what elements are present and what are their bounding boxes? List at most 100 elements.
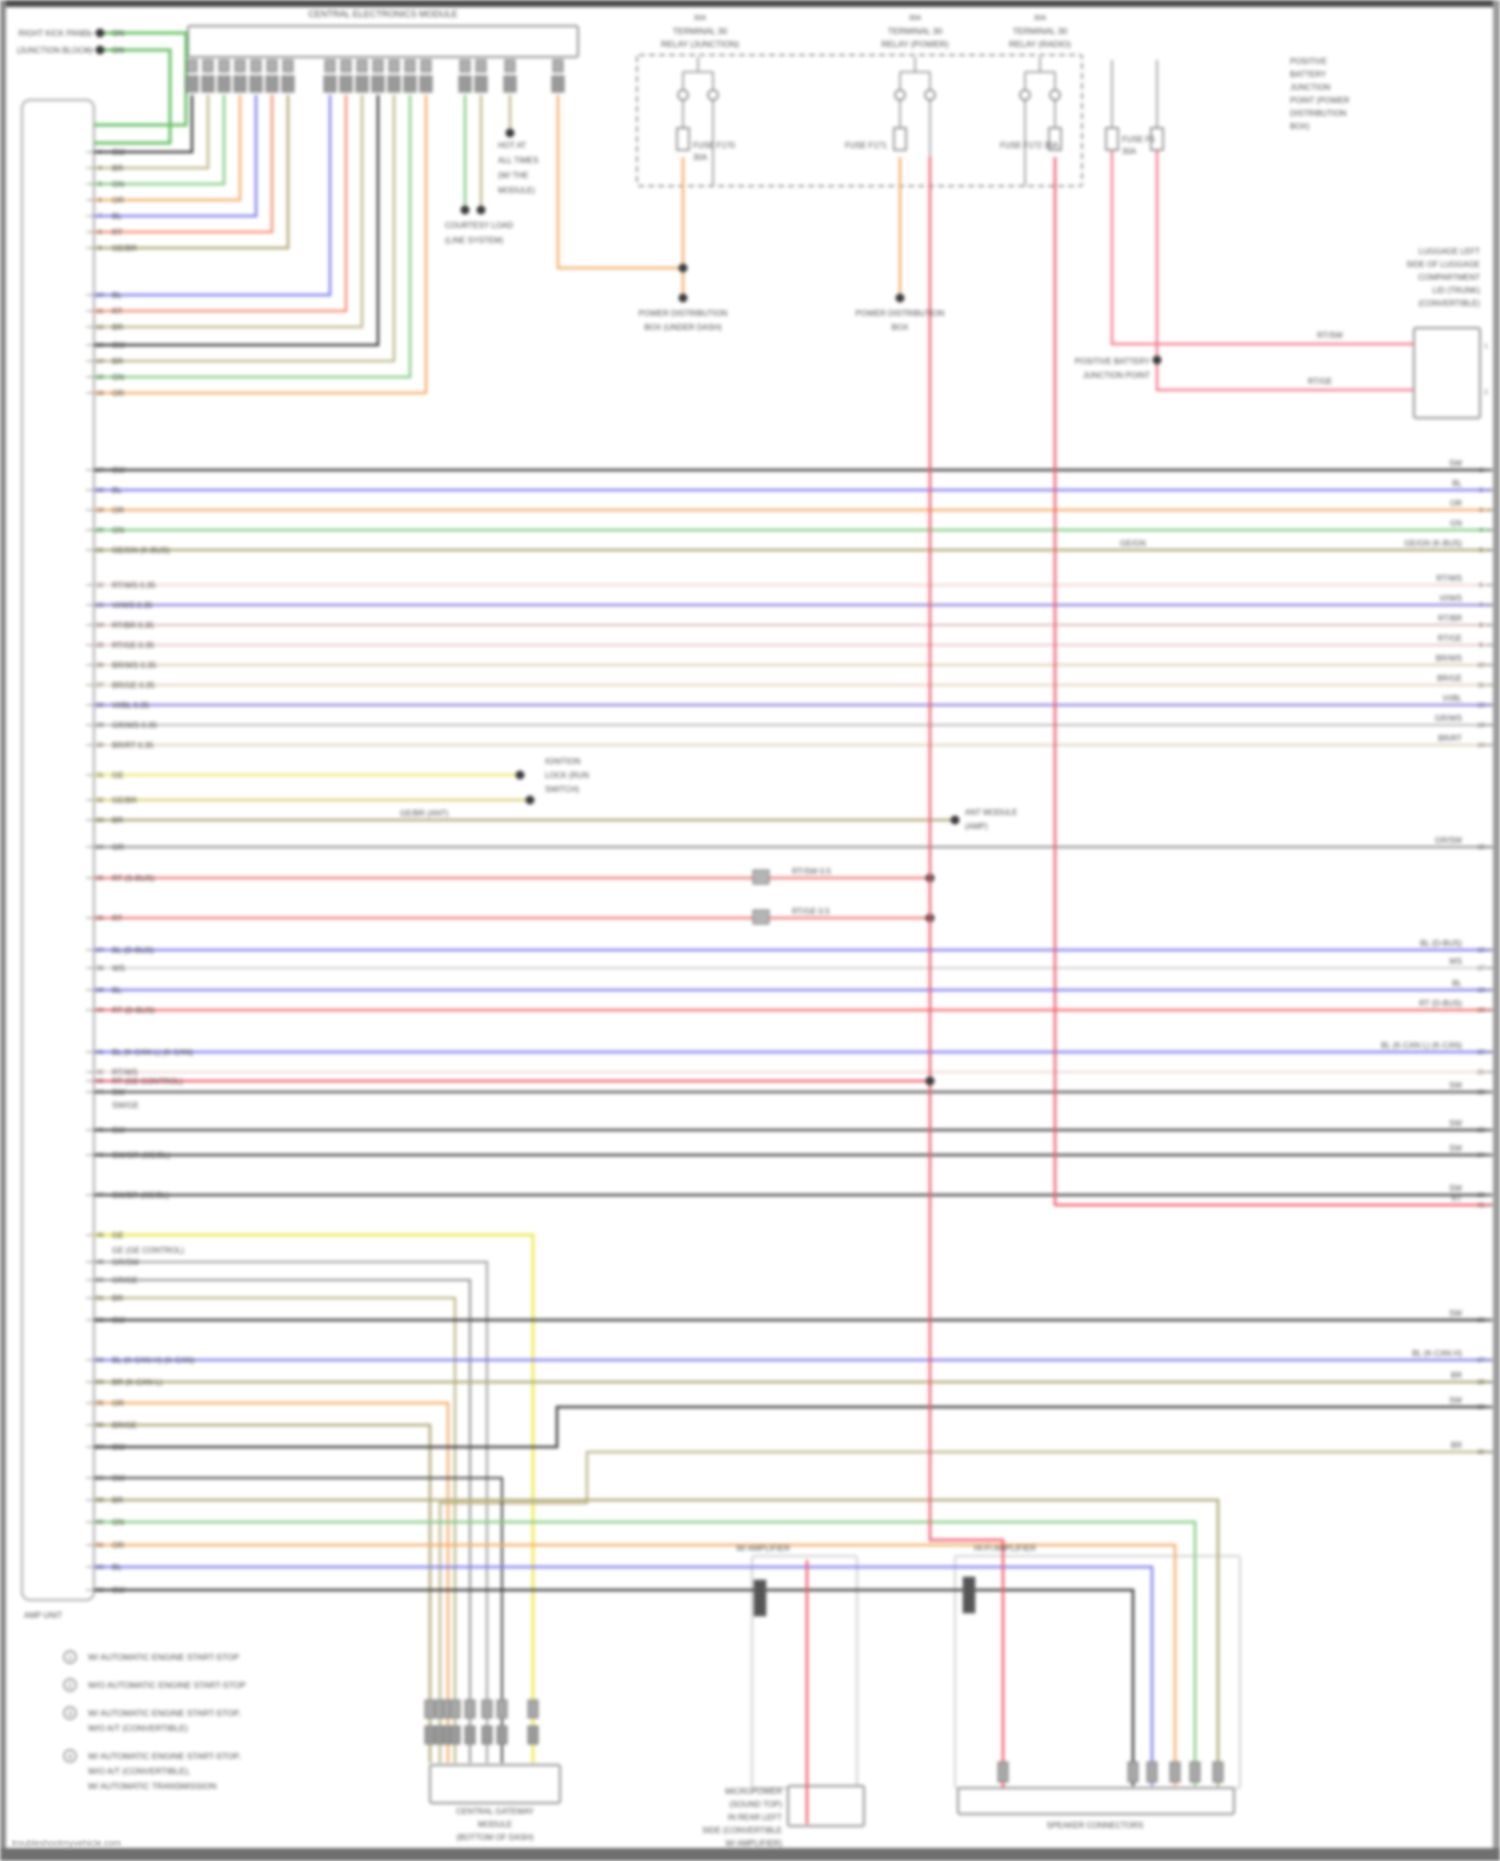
right-pin-number: 14: [1477, 742, 1485, 749]
diagram-label: LID (TRUNK): [1432, 286, 1480, 295]
left-pin-number: 43: [96, 1078, 104, 1085]
diagram-label: JUNCTION: [1290, 83, 1331, 92]
connector-pin-icon: [496, 1725, 508, 1745]
diagram-label: (JUNCTION BLOCK): [17, 46, 92, 55]
wire-left-label: RT (D-BUS): [112, 1006, 155, 1015]
wire-left-label: GR/WS 0.35: [112, 721, 157, 730]
wire-right-label: BR/RT: [1438, 734, 1462, 743]
diagram-label: 30A: [693, 153, 708, 162]
right-pin-number: 25: [1477, 1192, 1485, 1199]
diagram-label: MICROPOWER: [725, 1787, 782, 1796]
junction-dot: [925, 1076, 935, 1086]
connector-pin-icon: [185, 75, 199, 93]
connector-pin-icon: [527, 1725, 539, 1745]
right-pin-number: 9: [1479, 642, 1483, 649]
wire-left-label: GN: [112, 180, 124, 189]
wire-left-label: GE: [112, 771, 124, 780]
wire-left-label: OR: [112, 196, 124, 205]
right-pin-number: 10: [1477, 662, 1485, 669]
connector-pin-icon: [403, 75, 417, 93]
diagram-label: SPEAKER CONNECTORS: [1047, 1821, 1144, 1830]
diagram-label: SW/GE: [112, 1101, 139, 1110]
wire-right-label: RT (D-BUS): [1419, 999, 1462, 1008]
left-pin-number: 11: [97, 308, 104, 315]
left-pin-number: 49: [96, 1259, 104, 1266]
left-pin-number: 62: [96, 1564, 104, 1571]
connector-pin-icon: [234, 59, 246, 73]
wire-left-label: BR/GE: [112, 1421, 137, 1430]
diagram-label: BOX: [892, 323, 910, 332]
wire-mid-label: RT/SW 0.5: [792, 867, 832, 876]
wire: [1155, 150, 1414, 392]
wire-mid-label: RT/GE 0.5: [792, 907, 830, 916]
wire: [94, 95, 364, 329]
diagram-label: TERMINAL 30: [1013, 26, 1068, 36]
diagram-label: COURTESY LOAD: [445, 221, 513, 230]
legend-number: 1: [68, 1655, 72, 1662]
diagram-label: (AMP): [965, 822, 988, 831]
right-pin-number: 30: [1477, 1449, 1485, 1456]
left-pin-number: 55: [96, 1400, 104, 1407]
wire: [94, 1297, 456, 1763]
connector-pin-icon: [388, 59, 400, 73]
wire-left-label: GR/GE: [112, 1276, 138, 1285]
left-pin-number: 32: [96, 797, 104, 804]
wire-left-label: BR: [112, 1496, 123, 1505]
wire: [94, 95, 396, 363]
wire-left-label: RT/WS: [112, 1068, 138, 1077]
connector-pin-icon: [552, 59, 564, 73]
wire: [94, 1565, 1154, 1786]
left-pin-number: 3: [98, 149, 102, 156]
right-pin-number: 27: [1477, 1357, 1485, 1364]
left-pin-number: 46: [96, 1152, 104, 1159]
wire: [94, 1261, 488, 1763]
legend-number-icon: [63, 1749, 77, 1763]
wire-right-label: SW: [1449, 459, 1462, 468]
junction-dot: [95, 28, 105, 38]
junction-dot: [678, 293, 688, 303]
left-pin-number: 12: [96, 324, 104, 331]
connector-pin-icon: [1212, 1761, 1224, 1783]
wire-left-label: RT/BR 0.35: [112, 621, 154, 630]
wire: [94, 95, 242, 202]
left-pin-number: 59: [96, 1497, 104, 1504]
relay-pin-circle: [894, 89, 906, 101]
fuse-symbol: [1105, 127, 1119, 151]
wire-left-label: SW: [112, 1586, 125, 1595]
wire-right-label: BR: [1451, 1441, 1462, 1450]
diagram-label: FUSE F170: [693, 141, 735, 150]
mid-bottom-connector-box: [787, 1785, 865, 1827]
diagram-label: RELAY (JUNCTION): [661, 39, 739, 49]
diagram-label: FUSE F172 30A: [1000, 141, 1059, 150]
wire-right-label: BR: [1451, 1371, 1462, 1380]
connector-pin-icon: [752, 869, 770, 885]
diagram-label: POWER DISTRIBUTION: [856, 309, 945, 318]
connector-pin-icon: [355, 75, 369, 93]
wire-left-label: SW: [112, 1126, 125, 1135]
left-pin-number: 34: [96, 844, 104, 851]
wire-right-label: BL: [1452, 479, 1462, 488]
right-pin-number: 24: [1477, 1152, 1485, 1159]
legend-line: W/O A/T (CONVERTIBLE),: [88, 1766, 190, 1776]
connector-pin-icon: [372, 59, 384, 73]
wire-right-label: RT: [1451, 1194, 1462, 1203]
wire-right-label: RT/BR: [1438, 614, 1462, 623]
left-pin-number: 61: [96, 1542, 104, 1549]
wire: [94, 48, 172, 145]
wire-right-label: VI/WS: [1439, 594, 1462, 603]
diagram-label: TERMINAL 30: [888, 26, 943, 36]
frame-left: [0, 0, 6, 1861]
wire-left-label: GR: [112, 843, 124, 852]
right-pin-number: 12: [1477, 702, 1485, 709]
junction-dot: [895, 293, 905, 303]
diagram-label: RT/SW: [1317, 331, 1343, 340]
right-pin-number: 21: [1477, 1069, 1485, 1076]
wire-left-label: GN: [112, 526, 124, 535]
legend-number-icon: [63, 1706, 77, 1720]
diagram-label: BOX (UNDER DASH): [644, 323, 722, 332]
wire-left-label: GE: [112, 1231, 124, 1240]
connector-pin-icon: [217, 75, 231, 93]
wire-left-label: GE/BR: [112, 796, 137, 805]
diagram-label: (CONVERTIBLE): [1418, 299, 1480, 308]
